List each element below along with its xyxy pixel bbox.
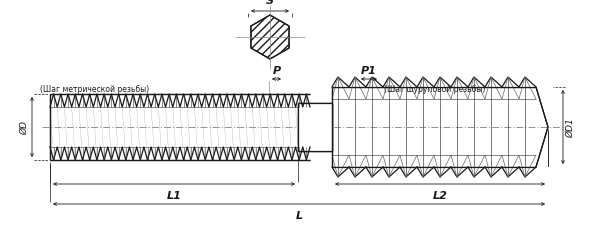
Polygon shape: [251, 16, 289, 60]
Bar: [332, 167, 568, 250]
Text: P1: P1: [361, 66, 377, 76]
Bar: [298, 104, 332, 152]
Text: (Шаг шуруповой резьбы): (Шаг шуруповой резьбы): [384, 85, 485, 94]
Text: (Шаг метрической резьбы): (Шаг метрической резьбы): [40, 85, 149, 94]
Text: P: P: [272, 66, 281, 76]
Text: L: L: [295, 210, 302, 220]
Bar: [50, 108, 310, 148]
Text: L1: L1: [167, 190, 181, 200]
Bar: [332, 0, 568, 88]
Bar: [332, 88, 566, 167]
Text: S: S: [266, 0, 274, 6]
Text: L2: L2: [433, 190, 448, 200]
Text: ØD: ØD: [20, 120, 29, 134]
Text: ØD1: ØD1: [566, 118, 575, 137]
